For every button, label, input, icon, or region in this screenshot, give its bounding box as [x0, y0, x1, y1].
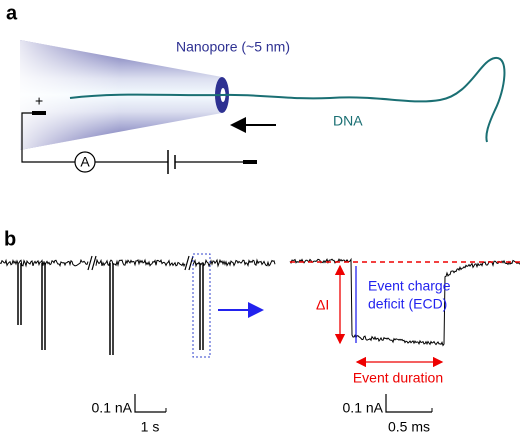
ecd-label: deficit (ECD)	[368, 296, 447, 312]
cone-fade	[20, 40, 120, 150]
scale-current: 0.1 nA	[92, 400, 133, 416]
ecd-label: Event charge	[368, 278, 451, 294]
selection-box	[192, 253, 211, 358]
dna-label: DNA	[333, 113, 363, 129]
raw-trace	[0, 258, 89, 268]
panel-label: a	[6, 2, 18, 24]
scale-bar	[385, 394, 432, 413]
event-spike	[199, 263, 204, 350]
axis-break	[184, 255, 194, 271]
nanopore-label: Nanopore (~5 nm)	[176, 39, 290, 55]
scale-bar	[134, 394, 166, 413]
duration-label: Event duration	[353, 370, 443, 386]
scale-time: 1 s	[141, 419, 160, 435]
scale-time: 0.5 ms	[388, 419, 430, 435]
plus-sign: +	[35, 93, 43, 109]
raw-trace	[95, 258, 186, 268]
axis-break	[87, 255, 97, 271]
event-spike	[41, 263, 46, 350]
event-spike	[109, 263, 114, 355]
scale-current: 0.1 nA	[343, 400, 384, 416]
panel-label: b	[4, 228, 16, 250]
dna-strand	[69, 57, 506, 143]
delta-i-label: ΔI	[316, 297, 329, 313]
ammeter-label: A	[80, 154, 90, 170]
wire	[21, 112, 75, 163]
event-spike	[17, 263, 22, 325]
raw-trace	[192, 258, 276, 268]
